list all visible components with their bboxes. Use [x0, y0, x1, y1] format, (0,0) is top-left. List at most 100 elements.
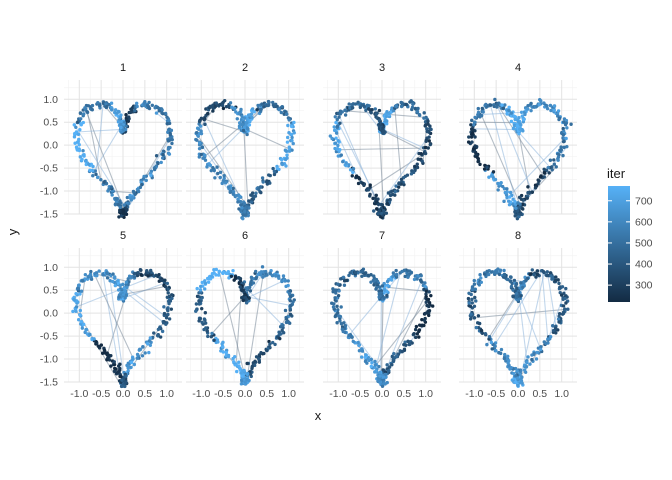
data-point [72, 298, 76, 302]
data-point [328, 134, 333, 138]
data-point [333, 288, 338, 292]
path-segment [491, 270, 543, 350]
data-point [424, 294, 428, 299]
data-point [75, 140, 80, 144]
data-point [140, 182, 144, 187]
data-point [330, 136, 334, 141]
data-point [390, 189, 395, 193]
data-point [106, 353, 111, 357]
data-point [556, 278, 560, 282]
data-point [542, 167, 546, 172]
data-point [559, 145, 563, 149]
data-point [507, 105, 511, 110]
data-point [561, 304, 566, 308]
data-point [197, 155, 201, 159]
data-point [476, 325, 481, 330]
data-point [342, 321, 346, 325]
data-point [513, 117, 517, 122]
data-point [336, 311, 340, 315]
data-point [77, 137, 81, 142]
data-point [551, 328, 556, 333]
data-point [159, 278, 164, 283]
data-point [122, 203, 126, 207]
data-point [393, 189, 397, 194]
data-point [373, 196, 378, 201]
data-point [561, 153, 565, 158]
data-point [280, 328, 284, 333]
data-point [242, 209, 247, 214]
data-point [161, 321, 166, 325]
data-point [237, 360, 241, 364]
data-point [194, 309, 198, 313]
data-point [539, 345, 543, 349]
data-point [156, 105, 160, 110]
data-point [250, 107, 255, 111]
data-point [373, 370, 377, 374]
data-point [123, 296, 127, 300]
data-point [530, 190, 534, 194]
data-point [211, 109, 215, 113]
data-point [547, 171, 551, 175]
data-point [505, 187, 509, 191]
data-point [124, 380, 128, 384]
data-point [402, 347, 407, 351]
data-point [231, 186, 235, 191]
data-point [291, 141, 295, 146]
data-point [407, 342, 411, 347]
data-point [385, 202, 390, 206]
points [71, 267, 175, 389]
path-segment [243, 129, 249, 214]
facet-label: 4 [515, 62, 521, 74]
data-point [285, 135, 290, 140]
data-point [564, 301, 568, 305]
data-point [164, 316, 169, 320]
data-point [110, 193, 114, 197]
data-point [132, 362, 137, 367]
data-point [467, 135, 471, 139]
data-point [516, 383, 520, 388]
data-point [95, 175, 100, 180]
x-tick-label: 0.0 [375, 388, 390, 400]
data-point [343, 113, 348, 117]
data-point [133, 108, 137, 113]
data-point [503, 103, 507, 107]
data-point [127, 274, 132, 278]
data-point [519, 110, 524, 114]
data-point [245, 132, 249, 137]
data-point [154, 111, 159, 115]
data-point [525, 360, 529, 365]
data-point [559, 293, 564, 297]
path-segment [368, 154, 423, 191]
legend-tick-label: 600 [635, 216, 653, 228]
data-point [338, 121, 342, 125]
data-point [74, 305, 79, 309]
data-point [202, 317, 207, 321]
data-point [287, 131, 291, 135]
data-point [237, 111, 241, 116]
data-point [516, 297, 520, 302]
data-point [519, 197, 524, 201]
data-point [428, 142, 432, 147]
data-point [382, 288, 387, 292]
data-point [126, 277, 130, 281]
data-point [222, 98, 227, 103]
data-point [133, 192, 137, 196]
data-point [364, 188, 369, 192]
data-point [509, 284, 514, 289]
legend-tick-label: 700 [635, 195, 653, 207]
data-point [409, 172, 414, 176]
data-point [92, 337, 96, 341]
data-point [284, 284, 288, 289]
data-point [127, 115, 131, 119]
path-segment [109, 280, 126, 384]
data-point [332, 128, 337, 133]
data-point [288, 289, 292, 293]
data-point [424, 300, 428, 304]
y-tick-label: -0.5 [40, 163, 58, 175]
data-point [552, 162, 557, 166]
data-point [505, 112, 509, 116]
data-point [394, 273, 399, 277]
data-point [239, 209, 243, 213]
data-point [427, 308, 432, 313]
data-point [532, 351, 536, 356]
